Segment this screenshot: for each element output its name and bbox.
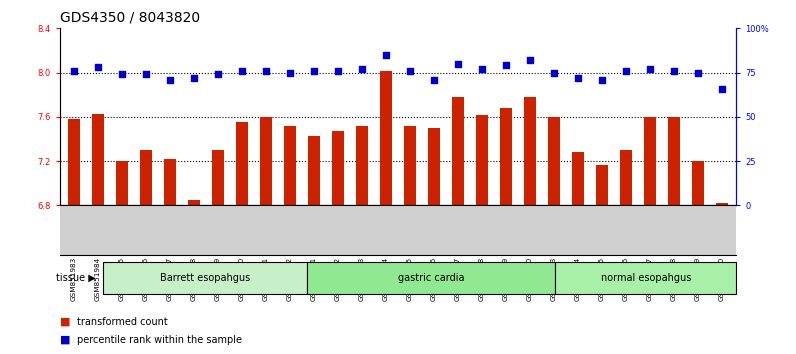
Bar [644, 117, 656, 205]
Point [140, 72, 153, 77]
Point [572, 75, 584, 81]
Point [115, 72, 128, 77]
Bar [716, 203, 728, 205]
Point [380, 52, 392, 58]
Point [716, 86, 728, 91]
Point [548, 70, 560, 75]
Point [619, 68, 632, 74]
Point [643, 66, 656, 72]
Point [692, 70, 704, 75]
Text: tissue ▶: tissue ▶ [56, 273, 96, 283]
Bar [428, 128, 440, 205]
Bar [332, 131, 344, 205]
Text: transformed count: transformed count [77, 317, 168, 327]
Text: ■: ■ [60, 335, 74, 345]
Point [212, 72, 224, 77]
Point [236, 68, 248, 74]
Bar [260, 117, 272, 205]
Bar [404, 126, 416, 205]
Bar [596, 165, 608, 205]
Text: normal esopahgus: normal esopahgus [601, 273, 691, 283]
Point [356, 66, 369, 72]
Point [524, 57, 537, 63]
Bar [668, 117, 680, 205]
Bar [212, 150, 224, 205]
Bar [116, 161, 128, 205]
Bar [356, 126, 368, 205]
Bar [284, 126, 296, 205]
Point [475, 66, 488, 72]
Point [668, 68, 681, 74]
Point [427, 77, 440, 82]
Bar [692, 161, 704, 205]
Point [500, 63, 513, 68]
Point [259, 68, 272, 74]
Bar [164, 159, 176, 205]
Point [68, 68, 80, 74]
Bar [236, 122, 248, 205]
Bar [620, 150, 632, 205]
Point [308, 68, 321, 74]
Point [451, 61, 464, 67]
Text: gastric cardia: gastric cardia [398, 273, 464, 283]
Bar [476, 115, 488, 205]
Bar [380, 72, 392, 205]
Bar [572, 152, 584, 205]
Bar [452, 97, 464, 205]
Bar [500, 108, 512, 205]
Bar [140, 150, 152, 205]
Point [164, 77, 177, 82]
Point [332, 68, 345, 74]
Point [92, 64, 104, 70]
Bar [188, 200, 200, 205]
Text: Barrett esopahgus: Barrett esopahgus [160, 273, 250, 283]
Text: ■: ■ [60, 317, 74, 327]
Bar [524, 97, 536, 205]
Point [404, 68, 416, 74]
Text: percentile rank within the sample: percentile rank within the sample [77, 335, 242, 345]
Point [283, 70, 296, 75]
Bar [548, 117, 560, 205]
Bar [92, 114, 104, 205]
Point [188, 75, 201, 81]
Bar [68, 119, 80, 205]
Bar [308, 136, 320, 205]
Text: GDS4350 / 8043820: GDS4350 / 8043820 [60, 11, 200, 25]
Point [595, 77, 608, 82]
